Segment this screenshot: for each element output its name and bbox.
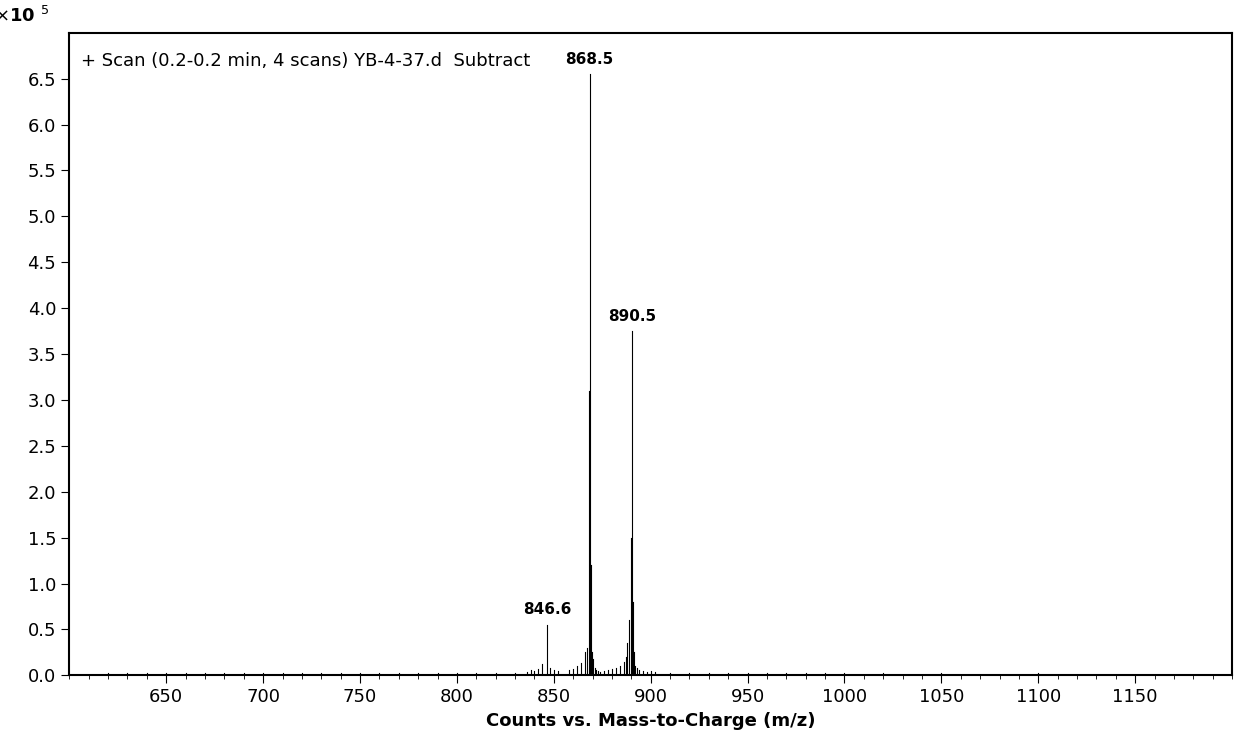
Text: 890.5: 890.5	[608, 309, 657, 324]
X-axis label: Counts vs. Mass-to-Charge (m/z): Counts vs. Mass-to-Charge (m/z)	[486, 712, 815, 730]
Text: 846.6: 846.6	[523, 602, 571, 618]
Text: 868.5: 868.5	[565, 52, 613, 66]
Text: + Scan (0.2-0.2 min, 4 scans) YB-4-37.d  Subtract: + Scan (0.2-0.2 min, 4 scans) YB-4-37.d …	[81, 52, 530, 70]
Text: $\times$10 $^5$: $\times$10 $^5$	[0, 6, 50, 27]
